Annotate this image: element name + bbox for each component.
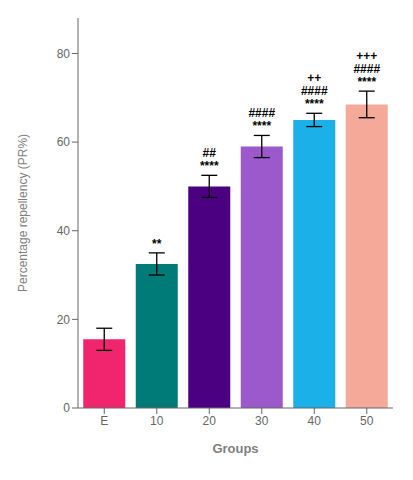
svg-text:++: ++ (307, 71, 321, 85)
svg-text:Groups: Groups (212, 441, 258, 456)
svg-text:60: 60 (57, 135, 71, 149)
svg-text:****: **** (200, 159, 219, 173)
svg-text:****: **** (357, 75, 376, 89)
svg-text:Percentage repellency (PR%): Percentage repellency (PR%) (16, 134, 30, 292)
svg-text:0: 0 (63, 401, 70, 415)
svg-text:30: 30 (255, 414, 269, 428)
svg-text:****: **** (305, 97, 324, 111)
svg-text:E: E (100, 414, 108, 428)
svg-text:80: 80 (57, 47, 71, 61)
svg-text:50: 50 (360, 414, 374, 428)
svg-text:10: 10 (150, 414, 164, 428)
svg-text:####: #### (301, 84, 328, 98)
svg-text:####: #### (353, 62, 380, 76)
svg-text:**: ** (152, 237, 162, 251)
svg-text:20: 20 (203, 414, 217, 428)
svg-text:****: **** (252, 119, 271, 133)
svg-text:####: #### (248, 106, 275, 120)
svg-text:40: 40 (57, 224, 71, 238)
svg-text:40: 40 (308, 414, 322, 428)
svg-text:##: ## (203, 146, 217, 160)
svg-text:20: 20 (57, 313, 71, 327)
svg-text:+++: +++ (356, 49, 377, 63)
